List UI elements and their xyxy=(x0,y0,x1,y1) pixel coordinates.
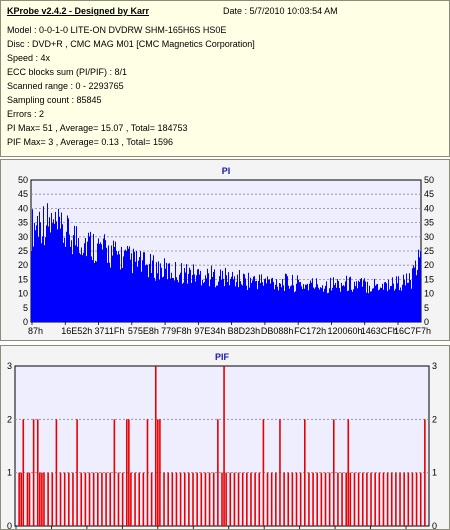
pi-x-tick: 87h xyxy=(28,326,43,336)
pi-y-tick-right: 15 xyxy=(424,274,434,284)
pi-y-tick-left: 20 xyxy=(18,260,28,270)
pi-x-tick: DB088h xyxy=(261,326,294,336)
info-ecc: ECC blocks sum (PI/PIF) : 8/1 xyxy=(7,67,128,77)
info-model: Model : 0-0-1-0 LITE-ON DVDRW SHM-165H6S… xyxy=(7,25,227,35)
pi-y-tick-left: 50 xyxy=(18,175,28,185)
pi-x-tick: 575E8h xyxy=(128,326,159,336)
pi-y-tick-left: 15 xyxy=(18,274,28,284)
pif-y-tick-left: 2 xyxy=(7,414,12,424)
pi-y-tick-right: 50 xyxy=(424,175,434,185)
pi-chart: PI 0 0 5 5 10 10 15 15 20 20 25 25 30 30 35 35 40 40 45 45 50… xyxy=(18,166,434,336)
pi-y-tick-right: 30 xyxy=(424,232,434,242)
pi-series xyxy=(31,203,421,322)
pi-x-tick: 1463CFh xyxy=(361,326,398,336)
pi-y-tick-right: 20 xyxy=(424,260,434,270)
pi-bars xyxy=(31,203,421,322)
pif-title: PIF xyxy=(215,352,230,362)
pi-title: PI xyxy=(222,166,231,176)
pif-y-tick-right: 2 xyxy=(432,414,437,424)
pi-y-tick-right: 10 xyxy=(424,289,434,299)
pi-y-tick-left: 10 xyxy=(18,289,28,299)
pi-y-tick-right: 5 xyxy=(424,303,429,313)
pif-y-tick-left: 1 xyxy=(7,468,12,478)
info-errors: Errors : 2 xyxy=(7,109,45,119)
pi-x-tick: 97E34h xyxy=(194,326,225,336)
info-pi-stats: PI Max= 51 , Average= 15.07 , Total= 184… xyxy=(7,123,188,133)
info-range: Scanned range : 0 - 2293765 xyxy=(7,81,124,91)
info-pif-stats: PIF Max= 3 , Average= 0.13 , Total= 1596 xyxy=(7,137,174,147)
pi-y-tick-left: 35 xyxy=(18,218,28,228)
pi-x-tick: 779F8h xyxy=(161,326,192,336)
pi-y-tick-right: 0 xyxy=(424,317,429,327)
pi-y-tick-left: 40 xyxy=(18,203,28,213)
pif-y-tick-right: 3 xyxy=(432,361,437,371)
info-speed: Speed : 4x xyxy=(7,53,51,63)
pif-series xyxy=(18,366,426,526)
pi-y-tick-right: 45 xyxy=(424,189,434,199)
pi-x-tick: 120060h xyxy=(327,326,362,336)
pi-x-tick: FC172h xyxy=(294,326,326,336)
pif-y-tick-right: 0 xyxy=(432,521,437,529)
pi-y-tick-right: 40 xyxy=(424,203,434,213)
pi-x-tick: 16C7F7h xyxy=(394,326,431,336)
pif-y-tick-left: 0 xyxy=(7,521,12,529)
pif-chart-panel: PIF001122331Ah16E2Eh36711h5608Eh75894h94… xyxy=(0,345,450,530)
scan-date: Date : 5/7/2010 10:03:54 AM xyxy=(223,6,338,16)
pi-y-tick-left: 45 xyxy=(18,189,28,199)
app-title: KProbe v2.4.2 - Designed by Karr xyxy=(7,6,150,16)
pi-y-tick-left: 25 xyxy=(18,246,28,256)
pif-y-tick-left: 3 xyxy=(7,361,12,371)
info-disc: Disc : DVD+R , CMC MAG M01 [CMC Magnetic… xyxy=(7,39,255,49)
pi-y-tick-right: 25 xyxy=(424,246,434,256)
info-panel: KProbe v2.4.2 - Designed by Karr Date : … xyxy=(0,0,450,157)
pi-y-tick-right: 35 xyxy=(424,218,434,228)
pi-y-tick-left: 30 xyxy=(18,232,28,242)
pi-x-tick: B8D23h xyxy=(228,326,261,336)
pif-y-tick-right: 1 xyxy=(432,468,437,478)
info-sampling: Sampling count : 85845 xyxy=(7,95,102,105)
pi-x-tick: 16E52h xyxy=(61,326,92,336)
pi-y-tick-left: 5 xyxy=(23,303,28,313)
pif-chart: PIF001122331Ah16E2Eh36711h5608Eh75894h94… xyxy=(7,352,437,529)
pi-chart-panel: PI 0 0 5 5 10 10 15 15 20 20 25 25 30 30 35 35 40 40 45 45 50… xyxy=(0,159,450,341)
pi-y-tick-left: 0 xyxy=(23,317,28,327)
pi-x-tick: 3711Fh xyxy=(95,326,125,336)
